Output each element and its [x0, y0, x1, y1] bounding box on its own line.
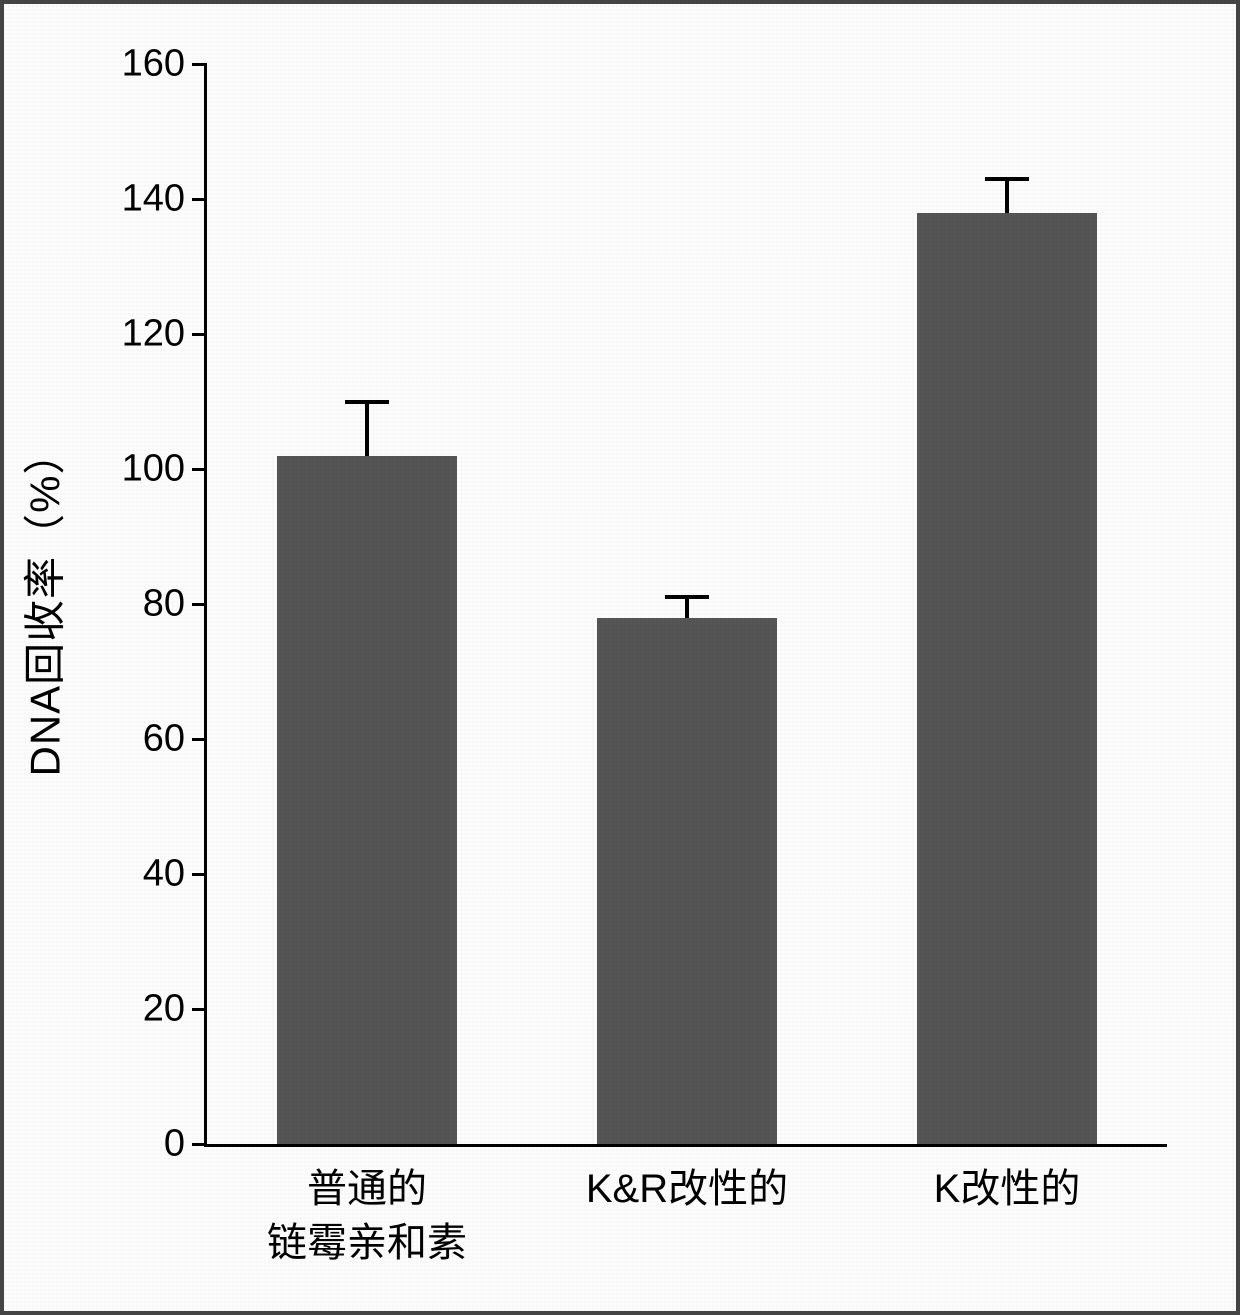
y-tick-label: 100	[122, 448, 185, 491]
y-tick	[192, 198, 207, 201]
y-tick	[192, 603, 207, 606]
plot-area: DNA回收率（%） 020406080100120140160普通的链霉亲和素K…	[204, 64, 1167, 1147]
y-tick-label: 80	[143, 583, 185, 626]
y-tick	[192, 468, 207, 471]
y-axis-label: DNA回收率（%）	[12, 431, 73, 776]
y-tick-label: 0	[164, 1123, 185, 1166]
bar-k_and_r_modified	[597, 618, 776, 1145]
bar-k_modified	[917, 213, 1096, 1145]
error-stem-normal_streptavidin	[365, 402, 369, 456]
x-tick-label-k_and_r_modified: K&R改性的	[586, 1162, 788, 1216]
y-tick	[192, 1143, 207, 1146]
x-tick-label-line: 链霉亲和素	[267, 1216, 467, 1270]
error-cap-normal_streptavidin	[345, 400, 389, 404]
x-tick-label-k_modified: K改性的	[934, 1162, 1081, 1216]
y-tick-label: 140	[122, 178, 185, 221]
y-tick-label: 120	[122, 313, 185, 356]
error-stem-k_modified	[1005, 179, 1009, 213]
chart-frame: DNA回收率（%） 0 20 40 60 80 100 120 140 160 普通的链霉亲和素 K…	[0, 0, 1240, 1315]
error-stem-k_and_r_modified	[685, 597, 689, 617]
x-tick-label-line: K改性的	[934, 1162, 1081, 1216]
y-tick-label: 40	[143, 853, 185, 896]
y-tick-label: 20	[143, 988, 185, 1031]
bar-normal_streptavidin	[277, 456, 456, 1145]
y-tick	[192, 63, 207, 66]
x-tick-label-line: K&R改性的	[586, 1162, 788, 1216]
y-tick	[192, 873, 207, 876]
y-tick-label: 160	[122, 43, 185, 86]
x-tick-label-line: 普通的	[267, 1162, 467, 1216]
error-cap-k_modified	[985, 177, 1029, 181]
y-tick	[192, 333, 207, 336]
y-tick	[192, 1008, 207, 1011]
y-tick	[192, 738, 207, 741]
error-cap-k_and_r_modified	[665, 595, 709, 599]
x-tick-label-normal_streptavidin: 普通的链霉亲和素	[267, 1162, 467, 1270]
y-tick-label: 60	[143, 718, 185, 761]
